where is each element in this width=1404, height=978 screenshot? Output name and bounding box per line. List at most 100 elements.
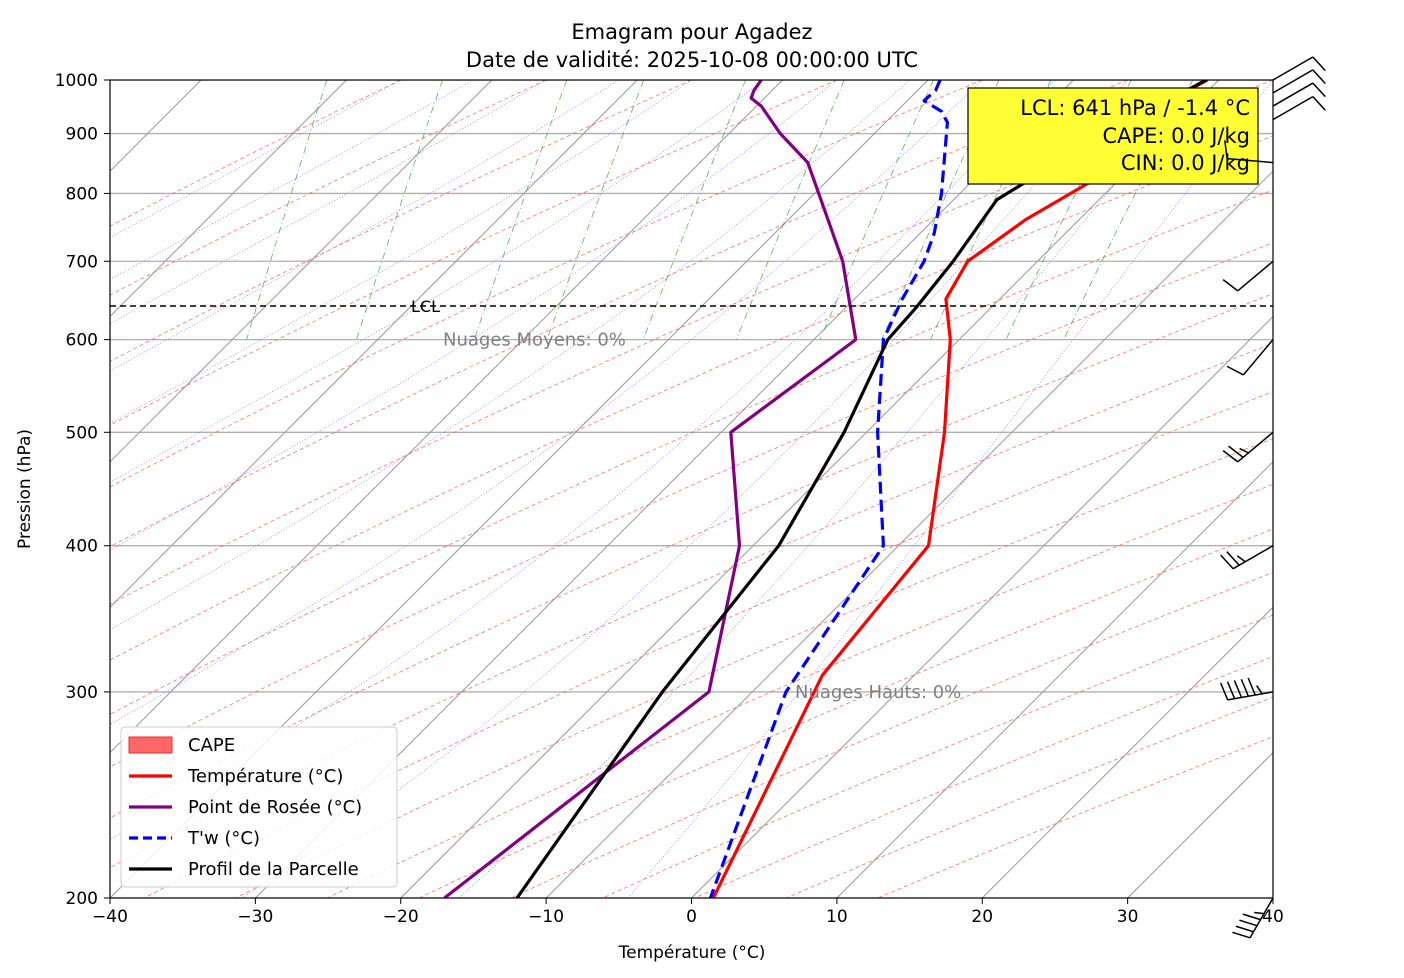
- wind-barb-feather: [1239, 447, 1249, 454]
- legend: CAPE Température (°C) Point de Rosée (°C) T…: [120, 726, 398, 888]
- dry-adiabat: [110, 242, 1273, 768]
- series-profil-de-la-parcelle: [515, 80, 1207, 898]
- dry-adiabat: [419, 528, 1273, 898]
- y-axis: 200 300 400 500 600 700 800 900 1000: [55, 71, 110, 909]
- moist-adiabat: [110, 80, 1056, 841]
- skewed-isotherm: [110, 80, 784, 754]
- wind-barb-feather: [1312, 69, 1326, 84]
- high-clouds-label: Nuages Hauts: 0%: [795, 682, 961, 703]
- info-lcl: LCL: 641 hPa / -1.4 °C: [1020, 96, 1250, 120]
- wind-barb-feather: [1233, 680, 1243, 698]
- y-tick-label: 700: [66, 252, 98, 272]
- wind-barb: [1220, 545, 1274, 570]
- lcl-label: LCL: [411, 297, 440, 316]
- mid-clouds-label: Nuages Moyens: 0%: [443, 330, 626, 351]
- legend-label: T'w (°C): [187, 828, 260, 849]
- dry-adiabat: [602, 614, 1273, 898]
- info-box: LCL: 641 hPa / -1.4 °C CAPE: 0.0 J/kg CI…: [967, 87, 1259, 185]
- dry-adiabat: [877, 736, 1273, 898]
- wind-barb-staff: [1249, 897, 1274, 939]
- wind-barb: [1226, 339, 1274, 376]
- x-tick-label: −30: [237, 907, 273, 927]
- dry-adiabat: [510, 572, 1273, 898]
- wind-barb-feather: [1242, 913, 1261, 921]
- chart-title: Emagram pour Agadez: [571, 20, 812, 44]
- series-point-de-ros-e-c: [443, 80, 858, 898]
- wind-barb: [1222, 431, 1274, 463]
- y-tick-label: 300: [66, 683, 98, 703]
- wind-barb-feather: [1228, 445, 1244, 458]
- x-tick-label: 20: [971, 907, 993, 927]
- dry-adiabat: [110, 80, 838, 426]
- wind-barb-staff: [1232, 545, 1274, 570]
- y-tick-label: 600: [66, 331, 98, 351]
- mixing-ratio-line: [642, 80, 746, 340]
- x-axis-label: Température (°C): [618, 943, 766, 963]
- wind-barb-feather: [1247, 677, 1256, 696]
- wind-barb-feather: [1232, 931, 1251, 939]
- wind-barb-staff: [1227, 157, 1274, 164]
- skewed-isotherm: [400, 80, 1220, 898]
- mixing-ratio-line: [546, 80, 645, 340]
- y-tick-label: 900: [66, 125, 98, 145]
- wind-barb-feather: [1312, 82, 1326, 98]
- mixing-ratio-line: [1063, 80, 1194, 340]
- wind-barb-feather: [1236, 555, 1246, 563]
- legend-box: [120, 726, 398, 888]
- x-tick-label: 0: [686, 907, 697, 927]
- info-cin: CIN: 0.0 J/kg: [1121, 151, 1250, 175]
- dry-adiabat: [327, 483, 1273, 898]
- y-tick-label: 400: [66, 537, 98, 557]
- wind-barb-feather: [1219, 682, 1229, 701]
- x-axis: −40 −30 −20 −10 0 10 20 30 40: [92, 898, 1284, 927]
- wind-barb-staff: [1272, 82, 1314, 107]
- x-tick-label: 10: [826, 907, 848, 927]
- moist-adiabat: [458, 80, 1201, 898]
- dry-adiabat: [110, 135, 1273, 661]
- dry-adiabat: [110, 80, 983, 488]
- series-temp-rature-c: [711, 80, 1209, 898]
- wind-barb-feather: [1312, 56, 1326, 72]
- y-tick-label: 800: [66, 184, 98, 204]
- wind-barb: [1272, 95, 1326, 121]
- legend-label: Température (°C): [187, 766, 343, 787]
- y-tick-label: 1000: [55, 71, 98, 91]
- legend-label: Point de Rosée (°C): [188, 797, 362, 818]
- series-layer: [443, 80, 1209, 898]
- x-tick-label: −20: [383, 907, 419, 927]
- dry-adiabat: [110, 80, 692, 362]
- skewed-isotherm: [254, 80, 1075, 898]
- wind-barb-feather: [1226, 551, 1240, 566]
- wind-barb: [1224, 140, 1274, 164]
- skewed-isotherm: [836, 461, 1273, 898]
- wind-barb: [1272, 82, 1326, 107]
- wind-barbs: [1219, 56, 1326, 939]
- mixing-ratio-line: [473, 80, 568, 340]
- wind-barb: [1272, 69, 1326, 94]
- skewed-isotherm: [110, 80, 929, 898]
- wind-barb: [1222, 260, 1274, 292]
- wind-barb-feather: [1226, 365, 1244, 376]
- wind-barb: [1272, 56, 1326, 81]
- x-tick-label: −10: [528, 907, 564, 927]
- x-tick-label: 40: [1262, 907, 1284, 927]
- wind-barb-staff: [1237, 260, 1274, 292]
- wind-barb-feather: [1240, 678, 1250, 697]
- moist-adiabat: [110, 80, 692, 424]
- wind-barb-feather: [1312, 96, 1326, 111]
- wind-barb-feather: [1222, 450, 1239, 463]
- wind-barb-feather: [1222, 279, 1239, 292]
- wind-barb-staff: [1242, 339, 1274, 376]
- info-box-background: [967, 87, 1259, 185]
- mixing-ratio-line: [819, 80, 934, 340]
- legend-swatch: [128, 736, 173, 754]
- legend-label: Profil de la Parcelle: [188, 859, 359, 880]
- dry-adiabat: [110, 189, 1273, 715]
- moist-adiabat: [110, 80, 910, 631]
- wind-barb-feather: [1235, 925, 1254, 933]
- y-axis-label: Pression (hPa): [15, 429, 35, 549]
- dry-adiabat: [110, 293, 1273, 819]
- wind-barb-staff: [1272, 69, 1314, 94]
- dry-adiabat: [110, 342, 1273, 868]
- dry-adiabat: [110, 80, 1128, 547]
